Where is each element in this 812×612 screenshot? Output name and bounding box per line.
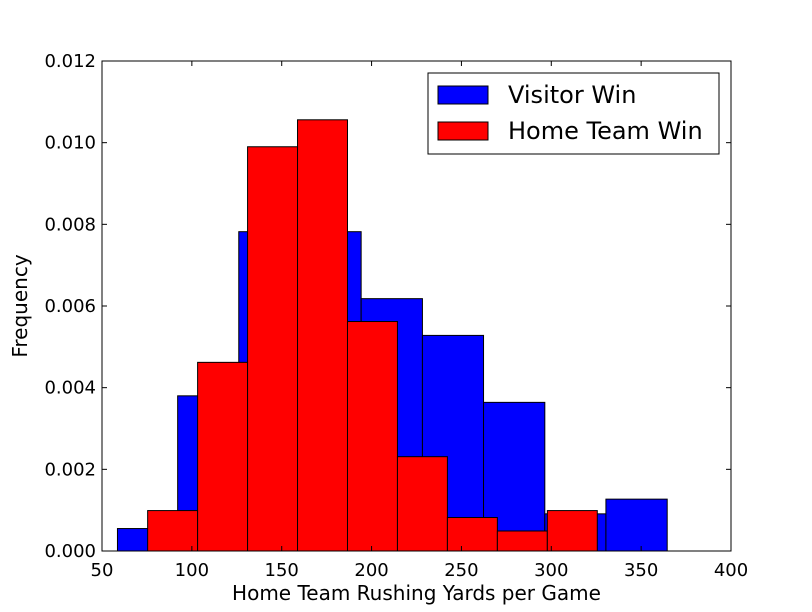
x-axis-label: Home Team Rushing Yards per Game [232,581,601,605]
bars-group [116,119,668,552]
x-tick-label: 100 [175,560,209,581]
x-tick-label: 200 [354,560,388,581]
x-tick-label: 300 [534,560,568,581]
y-tick-label: 0.012 [44,51,96,72]
home-team-win-bar-4 [346,321,398,552]
legend-swatch-visitor-win [437,85,489,105]
y-tick-label: 0.000 [44,541,96,562]
x-tick-label: 150 [265,560,299,581]
ticks-group: 50 100 150 200 250 300 350 400 0.000 0.002 0.004 0.… [44,51,748,581]
y-tick-label: 0.010 [44,133,96,154]
y-tick-label: 0.004 [44,378,96,399]
y-tick-label: 0.006 [44,296,96,317]
home-team-win-bar-7 [496,530,548,552]
x-tick-label: 350 [624,560,658,581]
legend-label-home-team-win: Home Team Win [508,117,703,145]
legend: Visitor Win Home Team Win [427,72,720,155]
home-team-win-bar-5 [396,456,448,552]
home-team-win-bar-2 [247,146,299,552]
legend-swatch-home-team-win [437,121,489,141]
home-team-win-bar-8 [546,510,598,552]
x-tick-label: 400 [714,560,748,581]
home-team-win-bar-0 [147,510,199,552]
legend-label-visitor-win: Visitor Win [508,81,636,109]
y-axis-label: Frequency [8,254,32,357]
y-tick-label: 0.008 [44,214,96,235]
visitor-win-bar-8 [605,498,668,552]
home-team-win-bar-1 [197,361,249,552]
x-tick-label: 50 [91,560,114,581]
x-tick-label: 250 [444,560,478,581]
home-team-win-bar-3 [297,119,348,552]
home-team-win-bar-6 [446,517,498,552]
y-tick-label: 0.002 [44,459,96,480]
